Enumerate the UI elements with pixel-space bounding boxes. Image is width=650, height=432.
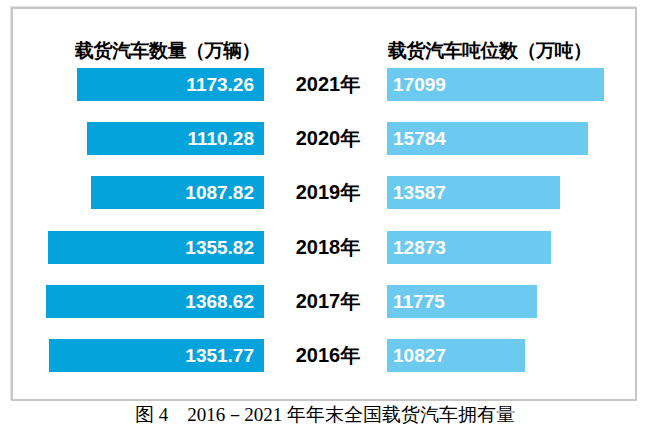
chart-row: 1173.26 2021年 17099 bbox=[0, 68, 650, 101]
truck-tonnage-bar: 15784 bbox=[387, 122, 588, 155]
year-label: 2020年 bbox=[290, 122, 366, 155]
truck-quantity-value-label: 1110.28 bbox=[187, 128, 254, 149]
truck-quantity-value-label: 1173.26 bbox=[186, 74, 254, 95]
truck-tonnage-value-label: 17099 bbox=[393, 74, 446, 95]
year-label: 2019年 bbox=[290, 176, 366, 209]
truck-tonnage-value-label: 15784 bbox=[393, 128, 446, 149]
truck-quantity-bar: 1355.82 bbox=[48, 231, 264, 264]
truck-quantity-bar: 1110.28 bbox=[87, 122, 264, 155]
truck-quantity-value-label: 1368.62 bbox=[185, 291, 254, 312]
figure-caption: 图 4 2016－2021 年年末全国载货汽车拥有量 bbox=[0, 402, 650, 428]
chart-row: 1110.28 2020年 15784 bbox=[0, 122, 650, 155]
truck-quantity-bar: 1368.62 bbox=[46, 285, 264, 318]
right-series-title: 载货汽车吨位数（万吨） bbox=[388, 38, 592, 64]
chart-row: 1087.82 2019年 13587 bbox=[0, 176, 650, 209]
chart-row: 1351.77 2016年 10827 bbox=[0, 339, 650, 372]
year-label: 2017年 bbox=[290, 285, 366, 318]
chart-row: 1355.82 2018年 12873 bbox=[0, 231, 650, 264]
truck-tonnage-value-label: 12873 bbox=[393, 237, 446, 258]
truck-quantity-value-label: 1351.77 bbox=[185, 345, 254, 366]
year-label: 2021年 bbox=[290, 68, 366, 101]
truck-quantity-bar: 1087.82 bbox=[91, 176, 264, 209]
year-label: 2016年 bbox=[290, 339, 366, 372]
truck-quantity-bar: 1351.77 bbox=[49, 339, 264, 372]
year-label: 2018年 bbox=[290, 231, 366, 264]
truck-tonnage-bar: 10827 bbox=[387, 339, 525, 372]
truck-tonnage-value-label: 10827 bbox=[393, 345, 446, 366]
truck-tonnage-value-label: 13587 bbox=[393, 182, 446, 203]
truck-tonnage-bar: 13587 bbox=[387, 176, 560, 209]
left-series-title: 载货汽车数量（万辆） bbox=[75, 38, 260, 64]
truck-tonnage-bar: 17099 bbox=[387, 68, 604, 101]
truck-quantity-value-label: 1355.82 bbox=[185, 237, 254, 258]
figure-truck-ownership-chart: 载货汽车数量（万辆） 载货汽车吨位数（万吨） 1173.26 2021年 170… bbox=[0, 0, 650, 432]
truck-quantity-value-label: 1087.82 bbox=[185, 182, 254, 203]
truck-quantity-bar: 1173.26 bbox=[77, 68, 264, 101]
truck-tonnage-bar: 12873 bbox=[387, 231, 551, 264]
chart-row: 1368.62 2017年 11775 bbox=[0, 285, 650, 318]
truck-tonnage-value-label: 11775 bbox=[393, 291, 445, 312]
truck-tonnage-bar: 11775 bbox=[387, 285, 537, 318]
